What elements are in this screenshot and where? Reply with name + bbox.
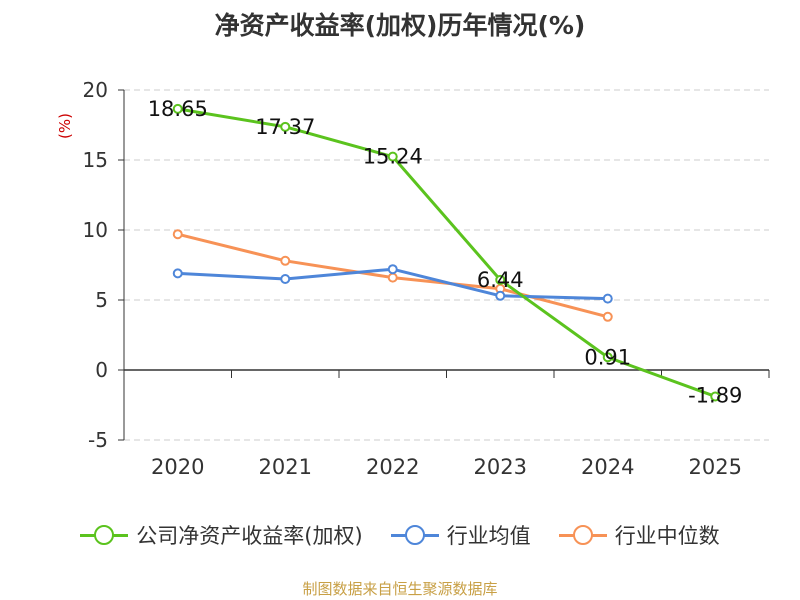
y-tick-label: 5 (95, 288, 108, 312)
y-axis-label: (%) (56, 113, 74, 139)
data-point-series-1 (495, 290, 506, 301)
x-tick-label: 2022 (366, 455, 419, 479)
data-point-series-0 (387, 151, 398, 162)
legend-symbol-industry-mean (390, 523, 439, 547)
legend-label-company-roe: 公司净资产收益率(加权) (136, 524, 363, 548)
data-point-series-0 (710, 391, 721, 402)
chart-title: 净资产收益率(加权)历年情况(%) (214, 11, 586, 40)
data-point-series-0 (172, 103, 183, 114)
legend-label-industry-mean: 行业均值 (446, 524, 531, 548)
data-label: 6.44 (477, 268, 524, 292)
data-point-series-1 (172, 268, 183, 279)
legend-item-industry-median[interactable]: 行业中位数 (558, 520, 720, 550)
x-tick-label: 2025 (689, 455, 742, 479)
y-tick-label: -5 (88, 428, 108, 452)
data-point-series-2 (602, 311, 613, 322)
data-point-series-2 (387, 272, 398, 283)
series-line-0 (177, 107, 716, 398)
data-point-series-0 (280, 121, 291, 132)
data-label: 17.37 (255, 115, 315, 139)
data-point-series-1 (280, 274, 291, 284)
data-label: 0.91 (584, 345, 631, 369)
legend: 公司净资产收益率(加权) 行业均值 行业中位数 (0, 520, 800, 550)
data-point-series-2 (280, 255, 291, 266)
data-label: 18.65 (148, 97, 208, 121)
x-tick-label: 2021 (259, 455, 312, 479)
legend-item-industry-mean[interactable]: 行业均值 (390, 520, 531, 550)
data-label: 15.24 (363, 145, 423, 169)
legend-item-company-roe[interactable]: 公司净资产收益率(加权) (80, 520, 363, 550)
y-tick-label: 0 (95, 358, 108, 382)
y-tick-label: 20 (83, 78, 108, 102)
x-tick-label: 2024 (581, 455, 634, 479)
y-tick-label: 10 (83, 218, 108, 242)
data-point-series-2 (172, 229, 183, 240)
legend-symbol-industry-median (558, 523, 607, 547)
data-point-series-0 (602, 352, 613, 363)
data-label: -1.89 (688, 383, 742, 407)
source-note: 制图数据来自恒生聚源数据库 (302, 580, 498, 598)
y-tick-label: 15 (83, 148, 108, 172)
legend-label-industry-median: 行业中位数 (614, 524, 720, 548)
x-tick-label: 2023 (474, 455, 527, 479)
data-point-series-1 (602, 293, 613, 304)
legend-symbol-company-roe (80, 523, 129, 547)
data-point-series-0 (495, 274, 506, 285)
x-tick-label: 2020 (151, 455, 204, 479)
data-point-series-1 (387, 264, 398, 275)
